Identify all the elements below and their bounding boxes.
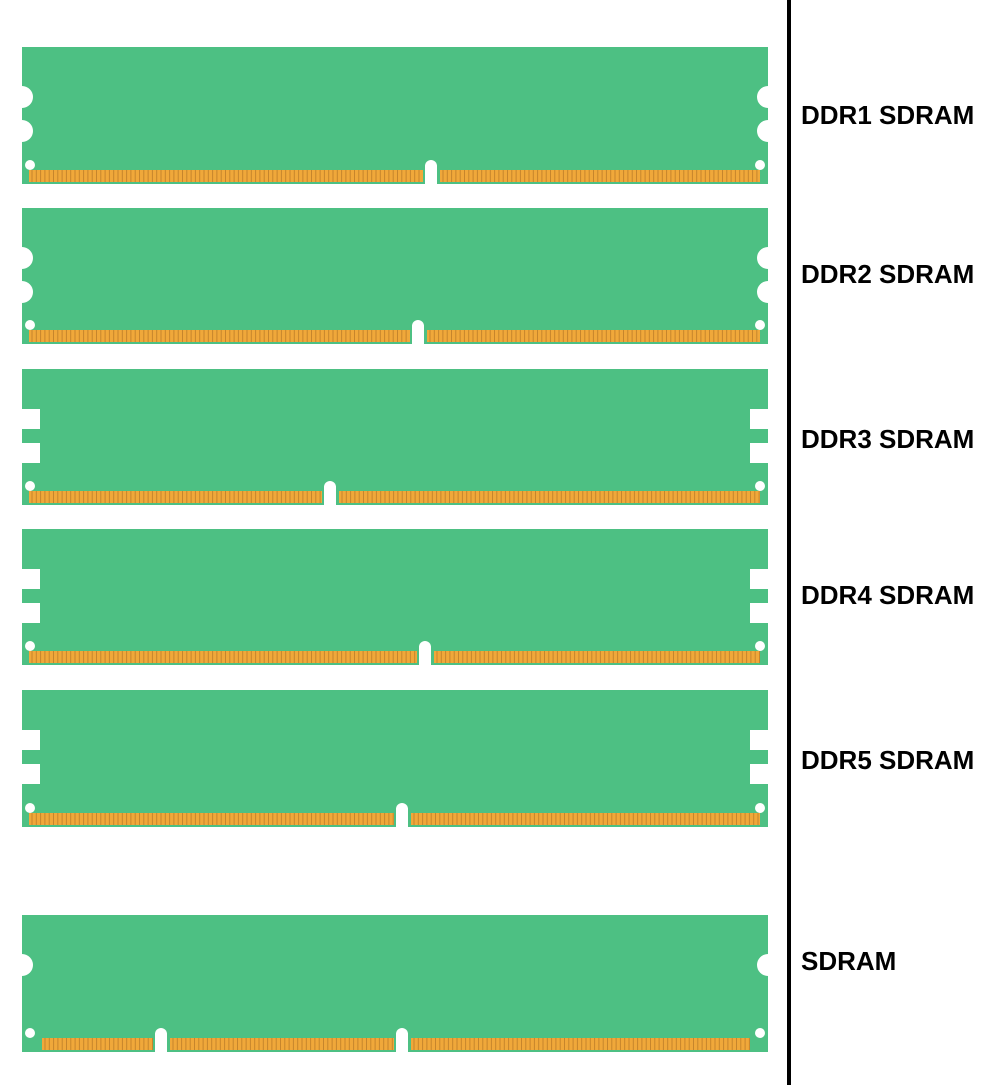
side-notch-left — [21, 730, 40, 750]
contact-pins-segment — [339, 491, 760, 503]
pcb-board — [11, 208, 779, 346]
module-label-sdram: SDRAM — [801, 946, 896, 976]
contact-pin-lines — [172, 1038, 393, 1050]
pcb-body — [22, 529, 768, 665]
side-notch-left — [11, 86, 33, 108]
module-ddr3: DDR3 SDRAM — [21, 369, 974, 507]
pcb-body — [22, 208, 768, 344]
key-notch-slot — [396, 1038, 408, 1054]
mounting-hole-left — [25, 481, 35, 491]
side-notch-left — [21, 443, 40, 463]
side-notch-left — [21, 764, 40, 784]
side-notch-right — [750, 569, 769, 589]
contact-pin-lines — [436, 651, 760, 663]
key-notch-slot — [419, 651, 431, 667]
mounting-hole-left — [25, 160, 35, 170]
pcb-board — [21, 369, 769, 507]
key-notch-slot — [425, 170, 437, 186]
contact-pins-segment — [170, 1038, 394, 1050]
contact-pins-segment — [29, 651, 417, 663]
side-notch-left — [11, 247, 33, 269]
module-ddr4: DDR4 SDRAM — [21, 529, 974, 667]
mounting-hole-right — [755, 320, 765, 330]
side-notch-left — [11, 954, 33, 976]
contact-pin-lines — [442, 170, 758, 182]
key-notch-slot — [412, 330, 424, 346]
mounting-hole-right — [755, 481, 765, 491]
side-notch-left — [21, 569, 40, 589]
side-notch-right — [750, 603, 769, 623]
contact-pins-segment — [29, 491, 322, 503]
contact-pin-lines — [44, 1038, 153, 1050]
side-notch-right — [757, 120, 779, 142]
side-notch-left — [11, 281, 33, 303]
side-notch-right — [757, 86, 779, 108]
mounting-hole-left — [25, 1028, 35, 1038]
module-label-ddr2: DDR2 SDRAM — [801, 259, 974, 289]
pcb-body — [22, 47, 768, 184]
mounting-hole-left — [25, 803, 35, 813]
pcb-board — [21, 690, 769, 829]
pcb-body — [22, 690, 768, 827]
contact-pin-lines — [429, 330, 758, 342]
side-notch-right — [750, 409, 769, 429]
contact-pin-lines — [31, 330, 407, 342]
pcb-board — [11, 47, 779, 186]
module-ddr1: DDR1 SDRAM — [11, 47, 974, 186]
pcb-board — [11, 915, 779, 1054]
side-notch-right — [757, 247, 779, 269]
module-label-ddr5: DDR5 SDRAM — [801, 745, 974, 775]
mounting-hole-right — [755, 803, 765, 813]
mounting-hole-left — [25, 320, 35, 330]
module-ddr5: DDR5 SDRAM — [21, 690, 974, 829]
contact-pin-lines — [31, 170, 420, 182]
contact-pins-segment — [434, 651, 760, 663]
side-notch-left — [21, 603, 40, 623]
contact-pins-segment — [29, 330, 410, 342]
contact-pin-lines — [341, 491, 760, 503]
contact-pins-segment — [29, 813, 394, 825]
side-notch-right — [757, 954, 779, 976]
side-notch-left — [11, 120, 33, 142]
contact-pin-lines — [31, 651, 416, 663]
mounting-hole-right — [755, 1028, 765, 1038]
contact-pins-segment — [411, 813, 760, 825]
contact-pins-segment — [440, 170, 760, 182]
contact-pins-segment — [42, 1038, 153, 1050]
contact-pins-segment — [427, 330, 760, 342]
side-notch-right — [750, 730, 769, 750]
module-label-ddr4: DDR4 SDRAM — [801, 580, 974, 610]
pcb-board — [21, 529, 769, 667]
key-notch-slot — [155, 1038, 167, 1054]
contact-pin-lines — [413, 813, 759, 825]
key-notch-slot — [324, 491, 336, 507]
contact-pins-segment — [29, 170, 423, 182]
mounting-hole-right — [755, 641, 765, 651]
side-notch-left — [21, 409, 40, 429]
contact-pins-segment — [411, 1038, 750, 1050]
side-notch-right — [750, 764, 769, 784]
contact-pin-lines — [31, 491, 321, 503]
side-notch-right — [757, 281, 779, 303]
pcb-body — [22, 369, 768, 505]
side-notch-right — [750, 443, 769, 463]
module-label-ddr1: DDR1 SDRAM — [801, 100, 974, 130]
module-ddr2: DDR2 SDRAM — [11, 208, 974, 346]
module-sdram: SDRAM — [11, 915, 896, 1054]
contact-pin-lines — [31, 813, 394, 825]
mounting-hole-right — [755, 160, 765, 170]
key-notch-slot — [396, 813, 408, 829]
mounting-hole-left — [25, 641, 35, 651]
module-label-ddr3: DDR3 SDRAM — [801, 424, 974, 454]
pcb-body — [22, 915, 768, 1052]
contact-pin-lines — [413, 1038, 750, 1050]
